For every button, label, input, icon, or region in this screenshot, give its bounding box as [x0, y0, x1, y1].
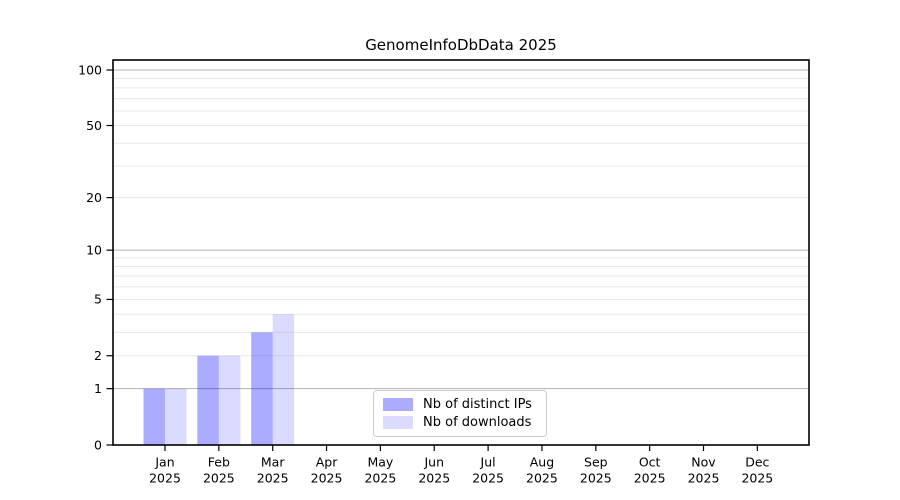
- y-tick-label: 5: [94, 292, 102, 307]
- y-tick-label: 50: [86, 118, 102, 133]
- legend-item-downloads: Nb of downloads: [383, 414, 538, 433]
- x-tick-label: Sep 2025: [580, 455, 612, 486]
- legend-label-distinct-ips: Nb of distinct IPs: [423, 396, 532, 412]
- x-tick-label: Jul 2025: [472, 455, 504, 486]
- legend-item-distinct-ips: Nb of distinct IPs: [383, 395, 538, 414]
- plot-frame: [112, 59, 810, 446]
- y-tick-label: 100: [78, 62, 102, 77]
- y-tick-label: 10: [86, 242, 102, 257]
- legend-swatch-downloads: [383, 416, 413, 430]
- x-tick-label: Apr 2025: [311, 455, 343, 486]
- x-tick-label: Jan 2025: [149, 455, 181, 486]
- y-tick-label: 2: [94, 348, 102, 363]
- y-tick-label: 20: [86, 190, 102, 205]
- legend-label-downloads: Nb of downloads: [423, 415, 532, 431]
- legend: Nb of distinct IPs Nb of downloads: [373, 390, 547, 437]
- y-tick-label: 1: [94, 381, 102, 396]
- x-tick-label: May 2025: [364, 455, 396, 486]
- chart-title: GenomeInfoDbData 2025: [365, 36, 557, 54]
- x-tick-label: Nov 2025: [688, 455, 720, 486]
- y-tick-label: 0: [94, 437, 102, 452]
- x-tick-label: Jun 2025: [418, 455, 450, 486]
- legend-swatch-distinct-ips: [383, 397, 413, 411]
- bar-distinct-ips-jan: [143, 388, 165, 445]
- x-tick-label: Oct 2025: [634, 455, 666, 486]
- bar-distinct-ips-mar: [251, 332, 273, 445]
- x-tick-label: Mar 2025: [257, 455, 289, 486]
- x-tick-label: Dec 2025: [741, 455, 773, 486]
- x-tick-label: Feb 2025: [203, 455, 235, 486]
- x-tick-label: Aug 2025: [526, 455, 558, 486]
- bar-downloads-feb: [218, 355, 241, 445]
- bar-downloads-jan: [165, 388, 187, 445]
- bar-distinct-ips-feb: [197, 355, 219, 445]
- bar-downloads-mar: [272, 314, 295, 445]
